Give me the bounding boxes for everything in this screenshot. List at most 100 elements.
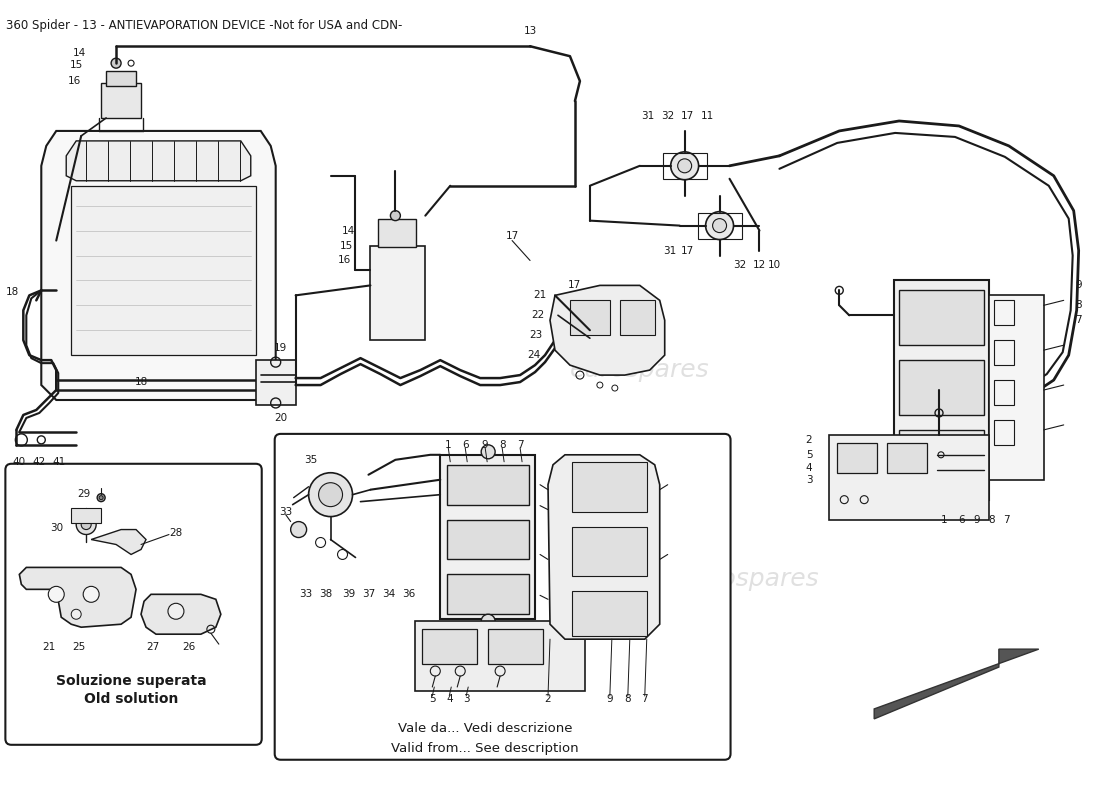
Text: 40: 40 — [13, 457, 26, 466]
Bar — [894, 281, 989, 500]
Text: 1: 1 — [444, 440, 452, 450]
Text: 360 Spider - 13 - ANTIEVAPORATION DEVICE -Not for USA and CDN-: 360 Spider - 13 - ANTIEVAPORATION DEVICE… — [7, 19, 403, 32]
Text: 24: 24 — [527, 350, 540, 360]
Bar — [619, 300, 654, 335]
Text: 21: 21 — [43, 642, 56, 652]
Circle shape — [97, 494, 106, 502]
Text: 20: 20 — [274, 413, 287, 423]
Text: 19: 19 — [274, 343, 287, 353]
Text: 7: 7 — [1003, 514, 1010, 525]
Polygon shape — [874, 649, 1038, 719]
Text: 38: 38 — [319, 590, 332, 599]
Text: 14: 14 — [73, 48, 86, 58]
Circle shape — [84, 586, 99, 602]
Circle shape — [168, 603, 184, 619]
Polygon shape — [91, 530, 146, 554]
Bar — [570, 300, 609, 335]
Text: 32: 32 — [661, 111, 674, 121]
Text: 5: 5 — [429, 694, 436, 704]
Text: 8: 8 — [1076, 300, 1082, 310]
Bar — [448, 465, 529, 505]
Circle shape — [81, 519, 91, 530]
Bar — [887, 443, 927, 473]
Text: 39: 39 — [342, 590, 355, 599]
Circle shape — [678, 159, 692, 173]
Text: 31: 31 — [641, 111, 654, 121]
Text: 2: 2 — [544, 694, 551, 704]
Text: 18: 18 — [7, 287, 20, 298]
Text: 23: 23 — [529, 330, 542, 340]
Text: 16: 16 — [339, 255, 352, 266]
Circle shape — [713, 218, 727, 233]
Text: 17: 17 — [506, 230, 519, 241]
Text: 7: 7 — [517, 440, 524, 450]
Circle shape — [705, 212, 734, 239]
Bar — [72, 186, 255, 355]
Text: 13: 13 — [524, 26, 537, 36]
Bar — [829, 435, 989, 519]
Text: 6: 6 — [958, 514, 966, 525]
Text: 6: 6 — [462, 440, 469, 450]
Text: 3: 3 — [463, 694, 470, 704]
Text: 9: 9 — [606, 694, 613, 704]
Bar — [101, 83, 141, 118]
Circle shape — [481, 614, 495, 628]
Text: 9: 9 — [482, 440, 488, 450]
Circle shape — [99, 496, 103, 500]
Circle shape — [111, 58, 121, 68]
Text: 28: 28 — [169, 527, 183, 538]
Text: Vale da... Vedi descrizione: Vale da... Vedi descrizione — [398, 722, 572, 735]
Text: Soluzione superata: Soluzione superata — [56, 674, 207, 688]
Bar — [422, 630, 477, 664]
Text: 1: 1 — [940, 514, 947, 525]
Text: 25: 25 — [73, 642, 86, 652]
Bar — [255, 360, 296, 405]
Bar — [378, 218, 416, 246]
Text: 42: 42 — [33, 457, 46, 466]
Text: 21: 21 — [532, 290, 546, 300]
Text: 2: 2 — [805, 435, 812, 445]
Circle shape — [671, 152, 698, 180]
Text: 15: 15 — [340, 241, 353, 250]
Bar — [572, 591, 647, 636]
Text: 7: 7 — [641, 694, 648, 704]
Text: 14: 14 — [342, 226, 355, 235]
Bar — [994, 340, 1014, 365]
Text: 9: 9 — [974, 514, 980, 525]
Bar — [697, 213, 741, 238]
Text: 17: 17 — [569, 280, 582, 290]
Bar — [837, 443, 877, 473]
Text: 29: 29 — [78, 489, 91, 498]
Text: 10: 10 — [768, 261, 781, 270]
Circle shape — [481, 445, 495, 458]
Bar — [899, 430, 983, 480]
Circle shape — [290, 522, 307, 538]
Bar — [572, 526, 647, 576]
Text: 35: 35 — [304, 454, 317, 465]
Polygon shape — [66, 141, 251, 181]
Text: 4: 4 — [446, 694, 452, 704]
Polygon shape — [548, 455, 660, 639]
Text: 18: 18 — [134, 377, 147, 387]
Text: eurospares: eurospares — [570, 358, 710, 382]
Text: 17: 17 — [681, 111, 694, 121]
Bar — [994, 420, 1014, 445]
Text: 17: 17 — [681, 246, 694, 255]
Text: 27: 27 — [146, 642, 160, 652]
Text: 36: 36 — [402, 590, 415, 599]
Circle shape — [72, 610, 81, 619]
Text: eurospares: eurospares — [151, 358, 290, 382]
Text: 31: 31 — [663, 246, 676, 255]
Circle shape — [390, 210, 400, 221]
Text: Valid from... See description: Valid from... See description — [392, 742, 579, 755]
Polygon shape — [20, 567, 136, 627]
Text: 16: 16 — [68, 76, 81, 86]
Bar — [416, 622, 585, 691]
Bar — [989, 295, 1044, 480]
Text: 33: 33 — [279, 506, 293, 517]
Text: 9: 9 — [1076, 280, 1082, 290]
Text: 22: 22 — [531, 310, 544, 320]
Bar — [994, 380, 1014, 405]
FancyBboxPatch shape — [6, 464, 262, 745]
Polygon shape — [42, 131, 276, 400]
